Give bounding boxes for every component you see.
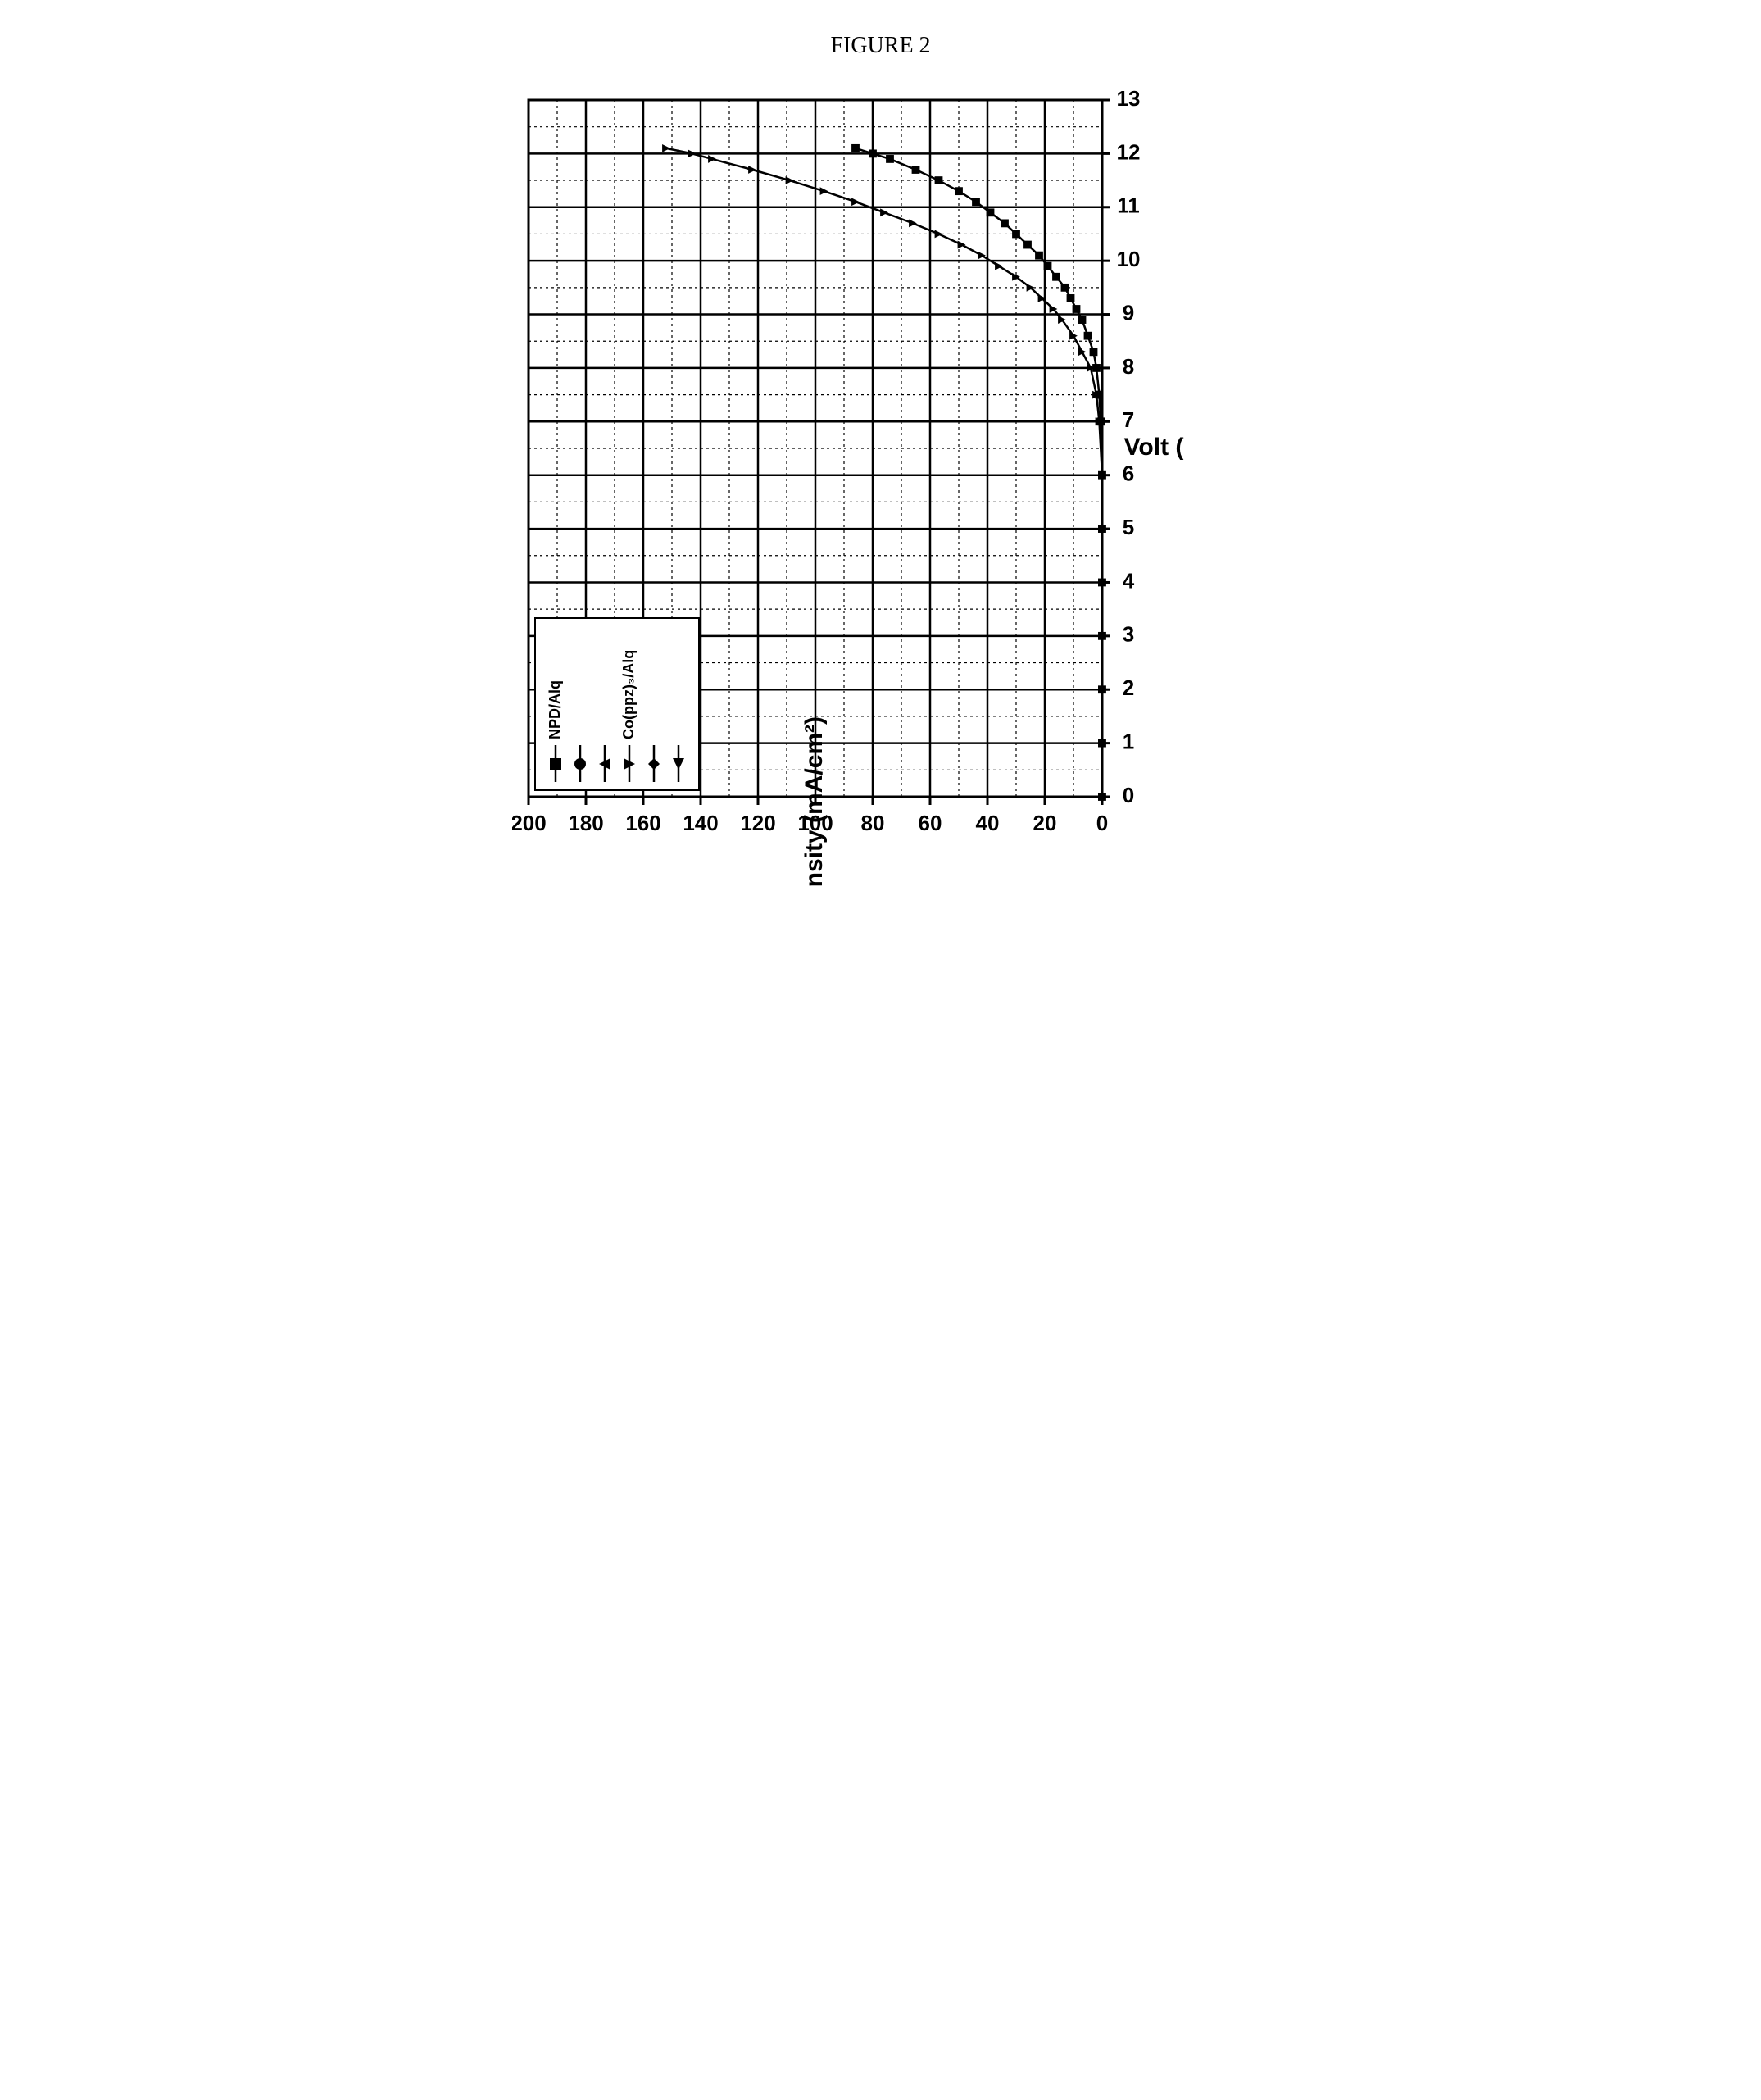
svg-text:200: 200 — [512, 811, 547, 835]
figure-container: FIGURE 2 NPD/AlqCo(ppz)₃/Alq012345678910… — [471, 33, 1291, 944]
svg-text:60: 60 — [918, 811, 942, 835]
svg-text:3: 3 — [1122, 622, 1133, 647]
svg-text:20: 20 — [1033, 811, 1056, 835]
svg-text:5: 5 — [1122, 515, 1133, 539]
svg-text:9: 9 — [1122, 300, 1133, 325]
svg-text:0: 0 — [1096, 811, 1107, 835]
svg-text:160: 160 — [625, 811, 660, 835]
svg-text:10: 10 — [1116, 247, 1140, 271]
svg-text:12: 12 — [1116, 139, 1140, 164]
figure-title: FIGURE 2 — [471, 33, 1291, 59]
chart-area: NPD/AlqCo(ppz)₃/Alq012345678910111213020… — [512, 84, 1250, 944]
svg-text:11: 11 — [1117, 193, 1140, 218]
svg-text:6: 6 — [1122, 461, 1133, 486]
svg-text:1: 1 — [1122, 729, 1133, 753]
svg-text:180: 180 — [568, 811, 603, 835]
chart-svg: NPD/AlqCo(ppz)₃/Alq012345678910111213020… — [512, 84, 1184, 887]
svg-text:Volt (V): Volt (V) — [1123, 434, 1183, 461]
svg-text:Current density (mA/cm²): Current density (mA/cm²) — [800, 716, 827, 887]
svg-text:Co(ppz)₃/Alq: Co(ppz)₃/Alq — [620, 650, 636, 739]
svg-text:140: 140 — [683, 811, 718, 835]
svg-text:4: 4 — [1122, 568, 1134, 593]
svg-text:80: 80 — [860, 811, 884, 835]
svg-text:NPD/Alq: NPD/Alq — [546, 680, 562, 739]
svg-text:0: 0 — [1122, 783, 1133, 807]
svg-text:2: 2 — [1122, 675, 1133, 700]
svg-text:8: 8 — [1122, 354, 1133, 379]
svg-text:40: 40 — [975, 811, 999, 835]
svg-text:120: 120 — [740, 811, 775, 835]
svg-text:7: 7 — [1122, 407, 1133, 432]
svg-text:13: 13 — [1116, 86, 1140, 111]
